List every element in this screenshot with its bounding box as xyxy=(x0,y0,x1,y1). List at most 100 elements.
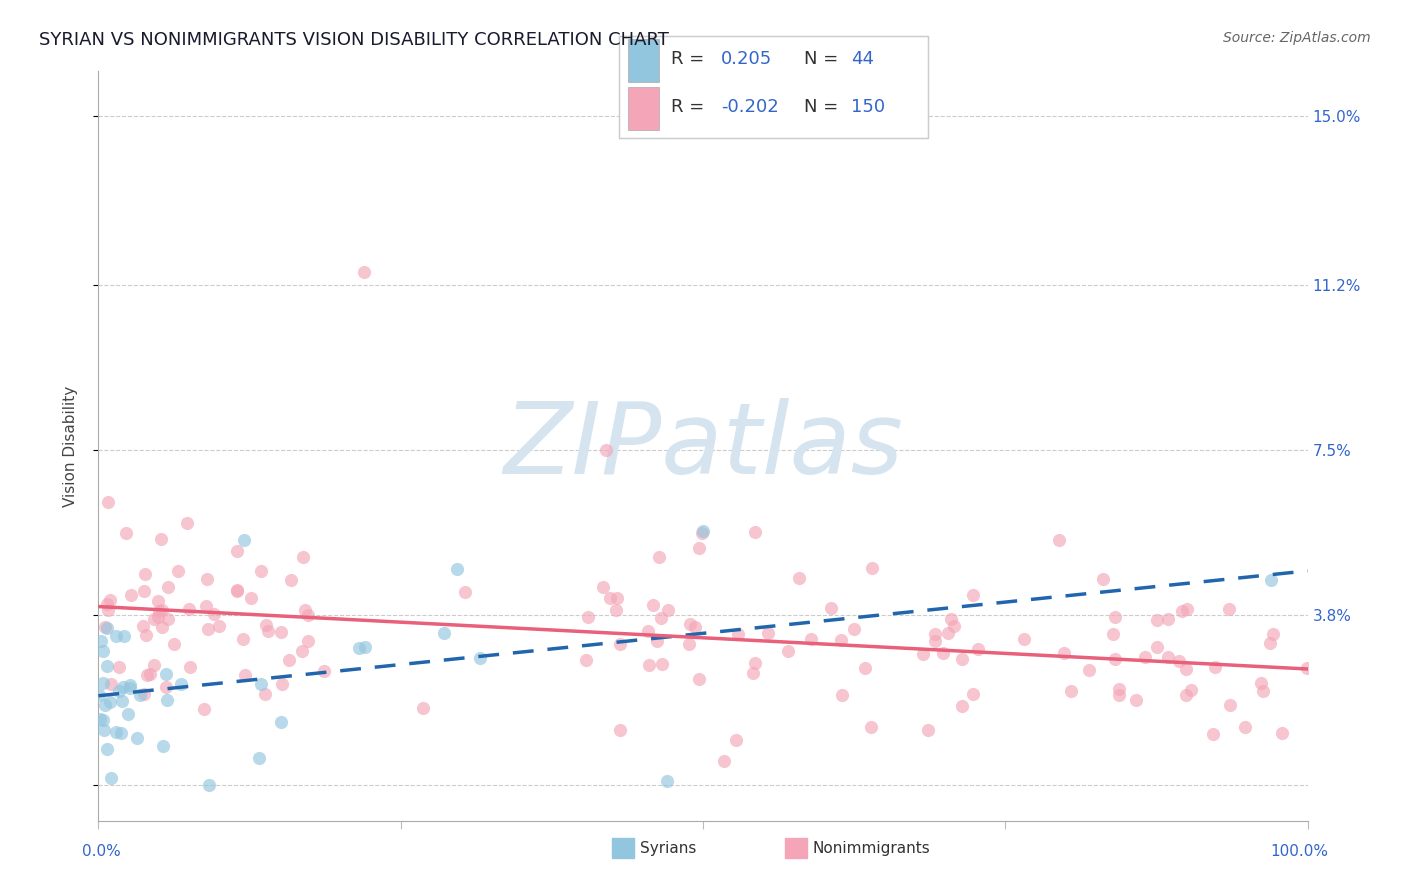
Point xyxy=(90,634,112,648)
Point xyxy=(1250,676,1272,690)
Point xyxy=(354,640,377,655)
Point xyxy=(93,723,115,737)
Point xyxy=(924,633,946,648)
Point xyxy=(575,652,598,666)
Point xyxy=(97,603,120,617)
Point xyxy=(1133,649,1156,664)
Point xyxy=(294,603,316,617)
Point xyxy=(134,566,156,581)
Point xyxy=(195,572,218,586)
Point xyxy=(118,681,141,696)
Point xyxy=(157,612,180,626)
Point xyxy=(115,526,138,541)
Point xyxy=(727,627,749,641)
Point xyxy=(312,664,335,678)
Point xyxy=(744,525,766,540)
Text: Nonimmigrants: Nonimmigrants xyxy=(813,841,931,855)
Text: ZIPatlas: ZIPatlas xyxy=(503,398,903,494)
Point xyxy=(950,652,973,666)
Point xyxy=(756,625,779,640)
Point xyxy=(208,618,231,632)
Point xyxy=(98,593,121,607)
Text: 44: 44 xyxy=(851,50,873,69)
Point xyxy=(349,641,371,656)
Point xyxy=(270,714,292,729)
Point xyxy=(1053,646,1076,660)
Point xyxy=(148,609,170,624)
Point xyxy=(155,667,177,681)
Point xyxy=(353,265,375,279)
Point xyxy=(1168,654,1191,668)
Point xyxy=(271,676,294,690)
Point xyxy=(254,617,277,632)
Point xyxy=(1060,683,1083,698)
FancyBboxPatch shape xyxy=(628,38,659,82)
Point xyxy=(679,617,702,632)
Point xyxy=(938,626,960,640)
Point xyxy=(942,618,965,632)
Point xyxy=(433,625,456,640)
Point xyxy=(277,653,299,667)
FancyBboxPatch shape xyxy=(628,87,659,130)
Point xyxy=(1204,660,1226,674)
Point xyxy=(1175,688,1198,702)
Text: 0.205: 0.205 xyxy=(721,50,772,69)
Text: -0.202: -0.202 xyxy=(721,98,779,117)
Point xyxy=(911,647,934,661)
Point xyxy=(107,684,129,698)
Y-axis label: Vision Disability: Vision Disability xyxy=(63,385,77,507)
Point xyxy=(800,632,823,647)
Text: N =: N = xyxy=(804,50,838,69)
Point xyxy=(637,624,659,639)
Text: Syrians: Syrians xyxy=(640,841,696,855)
Point xyxy=(412,701,434,715)
Point xyxy=(148,604,170,618)
Point xyxy=(96,597,118,611)
Point xyxy=(1101,626,1123,640)
Point xyxy=(297,607,319,622)
Point xyxy=(924,627,946,641)
Point xyxy=(197,622,219,636)
Point xyxy=(651,657,673,672)
Point xyxy=(962,687,984,701)
Point xyxy=(270,625,292,640)
Point xyxy=(744,657,766,671)
Point xyxy=(1251,683,1274,698)
Point xyxy=(1201,726,1223,740)
Text: 150: 150 xyxy=(851,98,884,117)
Point xyxy=(1258,636,1281,650)
Point xyxy=(1175,662,1198,676)
Point xyxy=(179,660,201,674)
Point xyxy=(149,532,172,546)
Point xyxy=(97,495,120,509)
Point xyxy=(592,580,614,594)
Point xyxy=(1157,612,1180,626)
Point xyxy=(152,739,174,754)
Text: R =: R = xyxy=(671,98,704,117)
Point xyxy=(112,629,135,643)
Point xyxy=(1104,652,1126,666)
Point xyxy=(1180,682,1202,697)
Point xyxy=(112,680,135,694)
Point xyxy=(240,591,263,606)
Point xyxy=(127,731,149,746)
Point xyxy=(939,612,962,626)
Point xyxy=(167,564,190,578)
Point xyxy=(1157,649,1180,664)
Point xyxy=(176,516,198,530)
Point xyxy=(247,751,270,765)
Point xyxy=(1108,682,1130,697)
Point xyxy=(606,591,628,605)
Point xyxy=(1296,661,1319,675)
Point xyxy=(820,600,842,615)
Point xyxy=(96,659,118,673)
Point xyxy=(1260,573,1282,587)
Point xyxy=(609,637,631,651)
Point xyxy=(468,650,491,665)
Point xyxy=(111,694,134,708)
Point xyxy=(609,723,631,737)
Point xyxy=(1104,610,1126,624)
Point xyxy=(1171,604,1194,618)
Point xyxy=(1091,573,1114,587)
Point xyxy=(94,698,117,713)
